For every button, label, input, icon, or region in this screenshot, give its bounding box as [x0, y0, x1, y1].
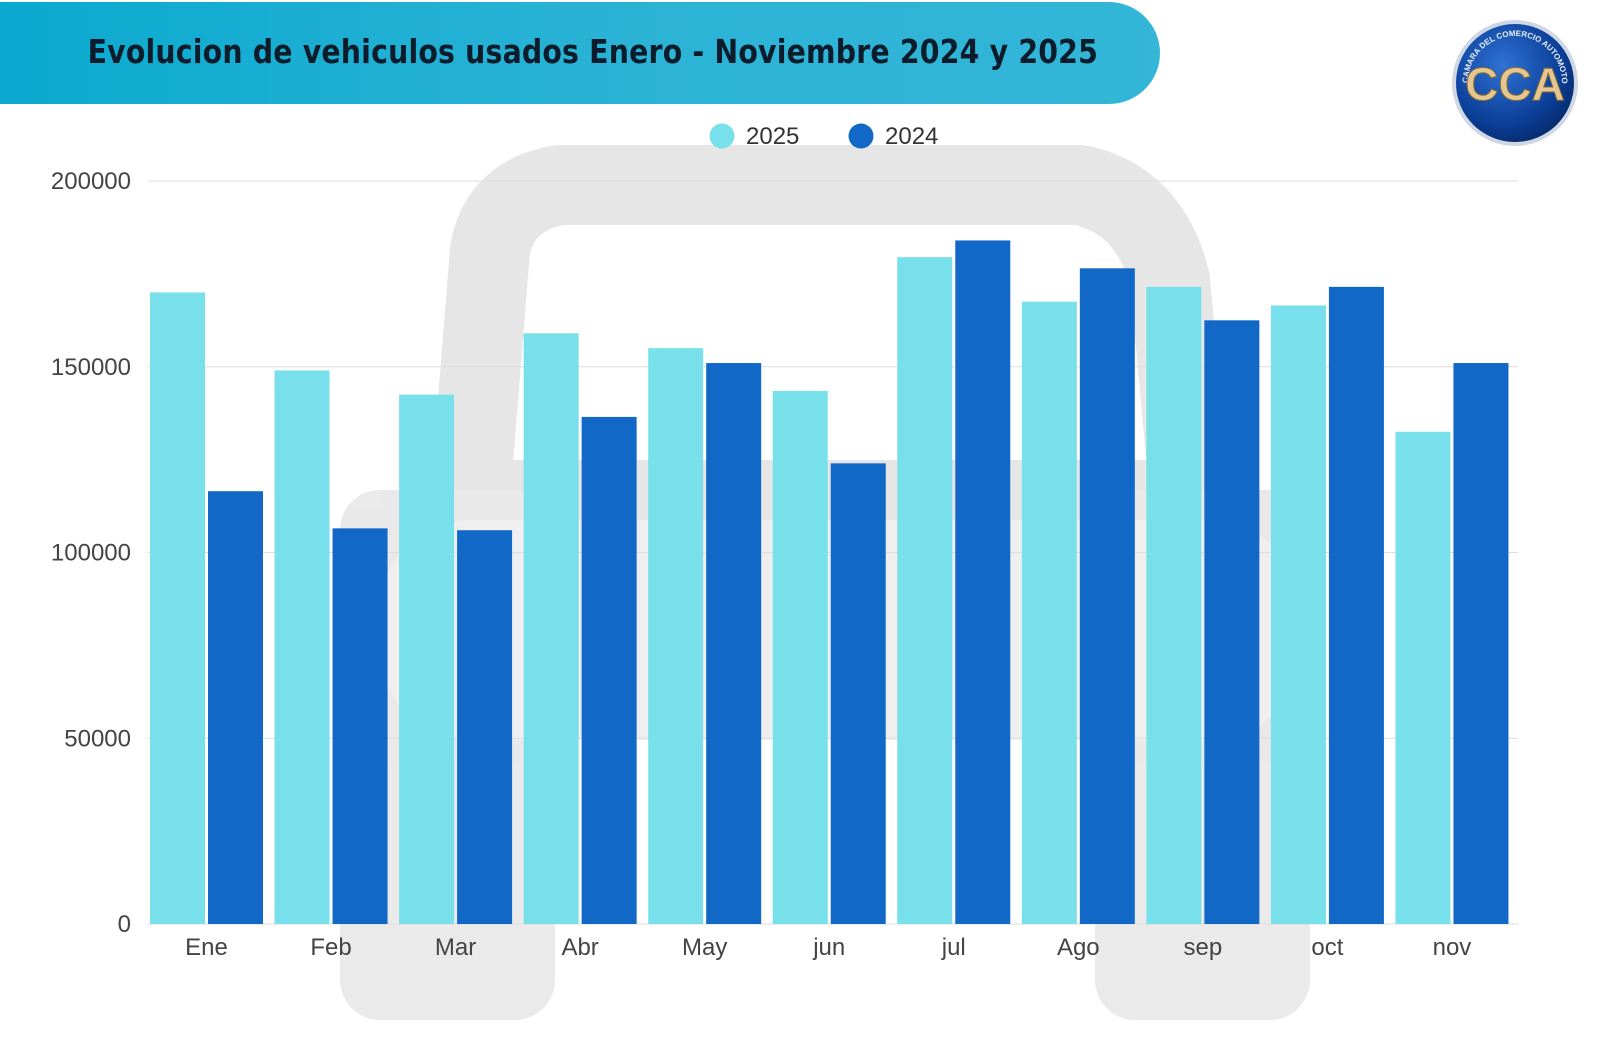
- cca-logo: CAMARA DEL COMERCIO AUTOMOTOR CCA: [1447, 11, 1580, 148]
- bar-2025-May: [648, 348, 704, 924]
- bar-2024-Feb: [332, 528, 388, 924]
- bar-chart: 0 50000 100000 150000 200000 Ene Feb Mar Abr May…: [0, 104, 1600, 1034]
- x-tick-label: Ago: [1057, 934, 1100, 961]
- x-tick-label: Mar: [435, 934, 476, 961]
- x-axis: Ene Feb Mar Abr May jun jul Ago sep oct nov: [185, 934, 1471, 961]
- bar-2025-jul: [897, 257, 953, 925]
- bar-2024-nov: [1453, 363, 1509, 924]
- bar-2025-Mar: [399, 394, 455, 924]
- bar-2025-nov: [1395, 431, 1451, 924]
- bar-2024-sep: [1204, 320, 1260, 924]
- bar-2024-May: [706, 363, 762, 924]
- x-tick-label: nov: [1433, 934, 1472, 961]
- bar-2025-sep: [1146, 286, 1202, 924]
- x-tick-label: Feb: [310, 934, 351, 961]
- x-tick-label: May: [682, 934, 727, 961]
- bar-2025-Feb: [274, 370, 330, 925]
- logo-letters: CCA: [1465, 58, 1565, 110]
- cca-logo-emblem: CAMARA DEL COMERCIO AUTOMOTOR CCA: [1447, 11, 1578, 146]
- y-tick-label: 200000: [51, 168, 131, 195]
- bar-2024-jul: [955, 240, 1011, 924]
- legend: 2025 2024: [709, 123, 938, 150]
- x-tick-label: oct: [1311, 934, 1343, 961]
- bar-2024-Mar: [457, 530, 513, 924]
- chart-svg: 0 50000 100000 150000 200000 Ene Feb Mar Abr May…: [51, 123, 1518, 1020]
- bar-2024-jun: [830, 463, 886, 924]
- bar-2025-oct: [1270, 305, 1326, 924]
- x-tick-label: jul: [941, 934, 966, 961]
- legend-label-2025: 2025: [746, 123, 799, 150]
- bars: [150, 240, 1509, 925]
- bar-2025-Ago: [1021, 301, 1077, 924]
- y-tick-label: 150000: [51, 354, 131, 381]
- y-tick-label: 0: [118, 911, 131, 938]
- legend-label-2024: 2024: [885, 123, 938, 150]
- bar-2025-jun: [772, 390, 828, 925]
- legend-swatch-2024: [848, 123, 874, 149]
- y-tick-label: 50000: [64, 725, 131, 752]
- y-tick-label: 100000: [51, 540, 131, 567]
- bar-2024-Abr: [581, 416, 637, 924]
- x-tick-label: Abr: [561, 934, 598, 961]
- y-axis: 0 50000 100000 150000 200000: [51, 168, 131, 938]
- bar-2024-oct: [1328, 286, 1384, 924]
- bar-2025-Ene: [150, 292, 205, 924]
- bar-2024-Ago: [1079, 268, 1135, 924]
- bar-2025-Abr: [523, 333, 579, 924]
- bar-2024-Ene: [208, 491, 263, 924]
- x-tick-label: Ene: [185, 934, 228, 961]
- x-tick-label: jun: [812, 934, 845, 961]
- page-title: Evolucion de vehiculos usados Enero - No…: [87, 32, 1099, 71]
- title-banner: [0, 2, 1160, 104]
- x-tick-label: sep: [1184, 934, 1223, 961]
- legend-swatch-2025: [709, 123, 735, 149]
